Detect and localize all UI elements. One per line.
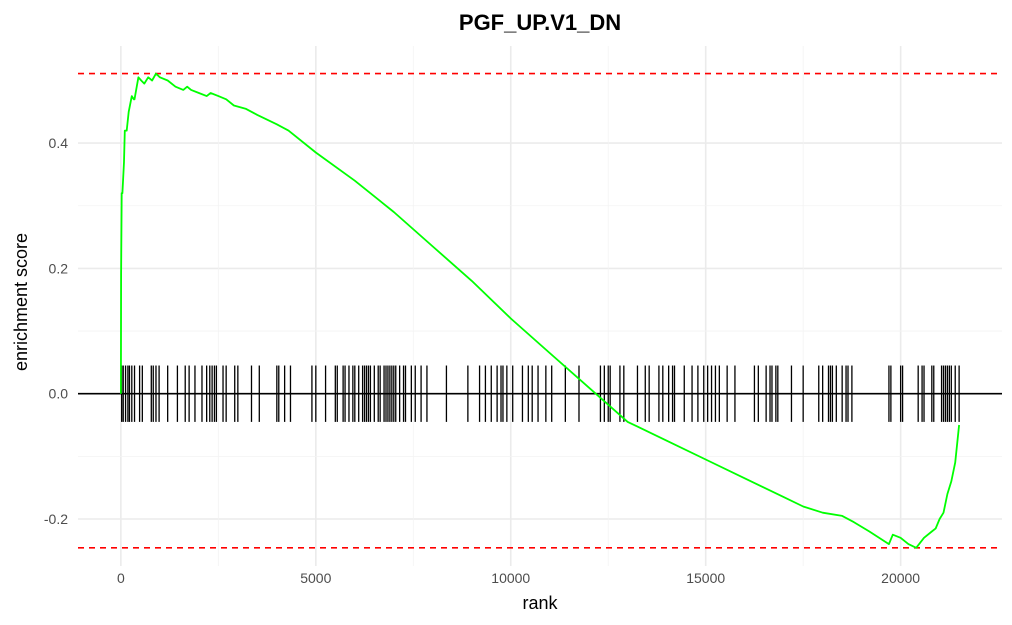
x-tick-label: 10000	[491, 570, 530, 586]
x-axis-title: rank	[522, 593, 558, 613]
extreme-score-lines	[78, 72, 1002, 549]
tick-labels: 0 5000 10000 15000 20000 -0.2 0.0 0.2 0.4	[44, 135, 920, 586]
running-score-line	[120, 72, 960, 549]
y-tick-label: 0.4	[49, 135, 69, 151]
y-tick-label: -0.2	[44, 511, 68, 527]
x-tick-label: 20000	[881, 570, 920, 586]
y-tick-label: 0.0	[49, 386, 69, 402]
x-tick-label: 5000	[300, 570, 331, 586]
x-tick-label: 0	[117, 570, 125, 586]
x-tick-label: 15000	[686, 570, 725, 586]
y-tick-label: 0.2	[49, 260, 69, 276]
y-axis-title: enrichment score	[11, 233, 31, 371]
chart-title: PGF_UP.V1_DN	[459, 10, 621, 35]
grid	[78, 46, 1002, 566]
running-score-curve	[120, 72, 960, 549]
